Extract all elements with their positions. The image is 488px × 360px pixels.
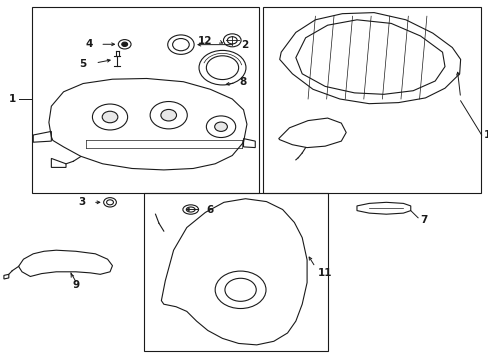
- Bar: [32, 7, 259, 193]
- Text: 12: 12: [198, 36, 212, 46]
- Text: 10: 10: [483, 130, 488, 140]
- Text: 8: 8: [239, 77, 246, 87]
- Text: 2: 2: [241, 40, 248, 50]
- Text: 6: 6: [206, 204, 213, 215]
- Text: 11: 11: [317, 268, 332, 278]
- Circle shape: [122, 42, 127, 46]
- Text: 1: 1: [9, 94, 16, 104]
- Text: 4: 4: [85, 39, 93, 49]
- Text: 5: 5: [79, 59, 86, 69]
- Circle shape: [161, 109, 176, 121]
- Circle shape: [102, 111, 118, 123]
- Text: 7: 7: [420, 215, 427, 225]
- Text: 9: 9: [72, 280, 79, 290]
- Bar: [263, 7, 480, 193]
- Bar: [144, 193, 327, 351]
- Text: 3: 3: [78, 197, 85, 207]
- Circle shape: [214, 122, 227, 131]
